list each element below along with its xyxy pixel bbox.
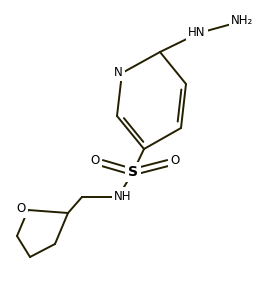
Text: S: S xyxy=(128,165,138,179)
Text: NH: NH xyxy=(114,190,132,202)
Text: O: O xyxy=(16,202,26,215)
Text: NH₂: NH₂ xyxy=(231,14,253,28)
Text: O: O xyxy=(90,155,100,168)
Text: HN: HN xyxy=(188,25,206,39)
Text: O: O xyxy=(170,155,180,168)
Text: N: N xyxy=(114,65,122,78)
